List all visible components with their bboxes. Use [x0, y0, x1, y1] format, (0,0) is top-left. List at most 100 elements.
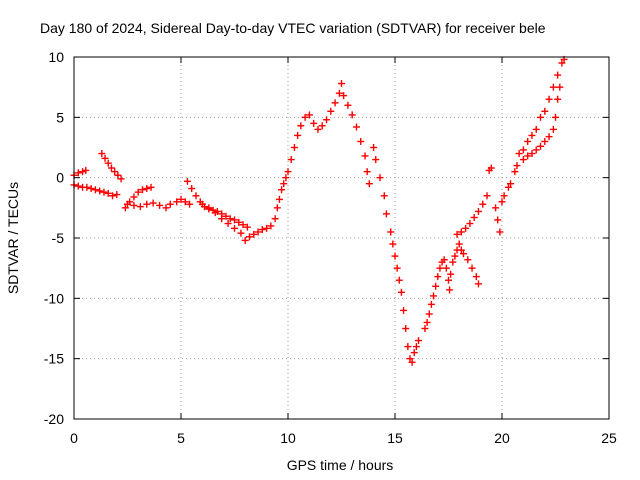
data-point: [515, 150, 523, 158]
data-point: [352, 123, 360, 131]
data-point: [82, 166, 90, 174]
data-point: [466, 220, 474, 228]
data-point: [504, 183, 512, 191]
x-tick-label: 25: [601, 430, 617, 446]
data-point: [239, 221, 247, 229]
data-point: [348, 111, 356, 119]
data-point: [519, 146, 527, 154]
data-point: [474, 207, 482, 215]
data-point: [500, 192, 508, 200]
data-markers: [70, 55, 568, 366]
data-point: [226, 215, 234, 223]
data-point: [427, 300, 435, 308]
data-point: [425, 310, 433, 318]
data-point: [91, 186, 99, 194]
data-point: [402, 325, 410, 332]
data-point: [528, 131, 536, 139]
data-point: [457, 246, 465, 254]
data-point: [231, 224, 238, 232]
data-point: [245, 233, 253, 241]
y-tick-label: -10: [44, 290, 64, 306]
data-point: [532, 125, 540, 133]
grid-lines: [74, 57, 609, 419]
data-point: [338, 80, 345, 88]
data-point: [549, 125, 557, 133]
data-point: [136, 203, 144, 211]
data-point: [474, 280, 482, 288]
data-point: [109, 192, 117, 200]
data-point: [442, 264, 450, 272]
data-point: [549, 83, 557, 91]
data-point: [198, 200, 206, 208]
data-point: [498, 198, 506, 206]
data-point: [545, 95, 553, 103]
data-point: [511, 168, 519, 176]
data-point: [395, 276, 403, 284]
x-tick-label: 10: [280, 430, 296, 446]
data-point: [271, 215, 279, 223]
data-point: [415, 337, 423, 345]
data-point: [121, 204, 129, 212]
data-point: [143, 185, 151, 193]
data-point: [389, 240, 397, 248]
data-point: [483, 192, 491, 200]
data-point: [134, 188, 142, 196]
data-point: [243, 223, 251, 231]
data-point: [177, 195, 185, 203]
data-point: [470, 213, 478, 221]
x-axis-label: GPS time / hours: [287, 457, 394, 473]
data-point: [83, 183, 91, 191]
data-point: [436, 264, 444, 272]
data-point: [192, 192, 200, 200]
data-point: [305, 111, 313, 119]
y-tick-label: -5: [52, 230, 65, 246]
data-point: [459, 250, 467, 258]
data-point: [275, 195, 283, 203]
data-point: [188, 185, 196, 193]
data-point: [130, 201, 138, 209]
data-point: [205, 204, 213, 212]
data-point: [552, 113, 559, 121]
data-point: [98, 150, 106, 158]
data-point: [235, 218, 243, 226]
data-point: [263, 224, 271, 232]
data-point: [74, 169, 82, 177]
data-point: [138, 186, 146, 194]
data-point: [173, 198, 181, 206]
data-point: [554, 95, 562, 103]
data-point: [310, 119, 318, 127]
data-point: [440, 256, 448, 264]
data-point: [370, 144, 378, 151]
data-point: [130, 193, 138, 201]
chart-title: Day 180 of 2024, Sidereal Day-to-day VTE…: [40, 20, 546, 36]
data-point: [149, 199, 157, 207]
data-point: [294, 131, 302, 139]
data-point: [100, 188, 108, 196]
data-point: [181, 198, 189, 206]
data-point: [524, 137, 532, 145]
data-point: [222, 212, 230, 220]
data-point: [237, 229, 245, 237]
data-point: [162, 204, 170, 212]
x-tick-label: 20: [494, 430, 510, 446]
data-point: [387, 228, 395, 236]
data-point: [537, 142, 545, 150]
data-point: [400, 306, 408, 314]
data-point: [472, 273, 480, 281]
data-point: [524, 152, 532, 160]
data-point: [421, 325, 429, 332]
data-point: [430, 292, 438, 300]
data-point: [143, 200, 151, 208]
data-point: [318, 122, 326, 130]
data-point: [376, 174, 384, 182]
data-point: [96, 187, 104, 195]
data-point: [267, 222, 275, 230]
data-point: [393, 264, 401, 272]
data-point: [254, 228, 262, 236]
data-point: [107, 164, 115, 172]
data-point: [301, 113, 309, 121]
data-point: [335, 89, 343, 97]
axis-ticks: [73, 56, 610, 420]
data-point: [423, 318, 431, 326]
